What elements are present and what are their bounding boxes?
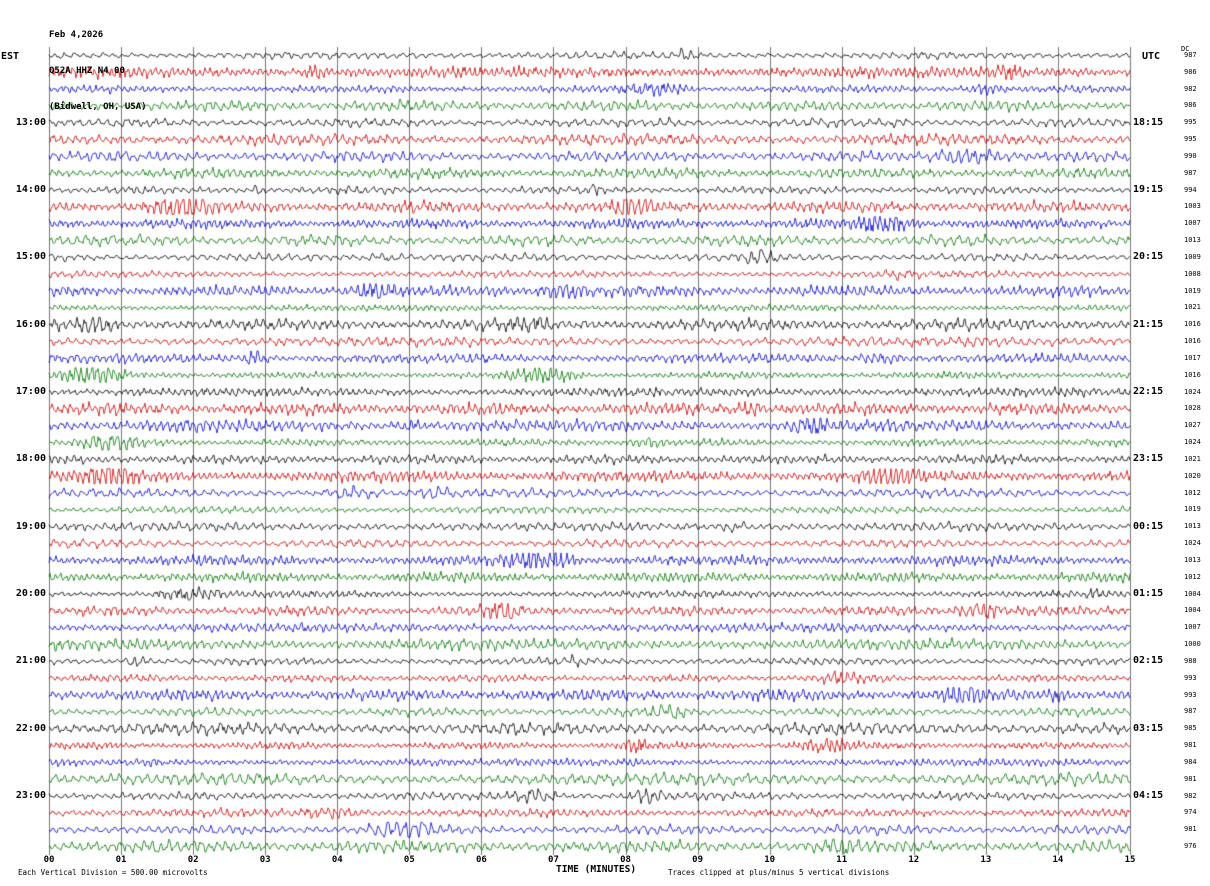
header-date: Feb 4,2026 bbox=[49, 30, 104, 40]
minute-tick-label: 01 bbox=[115, 855, 127, 865]
dc-offset-value: 1028 bbox=[1184, 404, 1201, 413]
dc-offset-value: 1021 bbox=[1184, 303, 1201, 312]
dc-offset-value: 986 bbox=[1184, 101, 1197, 110]
header-station-id: Q52A HHZ N4 00 bbox=[49, 66, 125, 76]
x-axis-title: TIME (MINUTES) bbox=[556, 864, 637, 875]
dc-offset-value: 1012 bbox=[1184, 488, 1201, 497]
minute-tick-label: 06 bbox=[475, 855, 487, 865]
dc-offset-value: 994 bbox=[1184, 185, 1197, 194]
dc-offset-value: 981 bbox=[1184, 741, 1197, 750]
minute-tick-label: 14 bbox=[1052, 855, 1064, 865]
right-timezone-label: UTC bbox=[1142, 51, 1161, 62]
right-hour-label: 02:15 bbox=[1133, 655, 1164, 667]
minute-tick-label: 11 bbox=[836, 855, 848, 865]
right-hour-label: 23:15 bbox=[1133, 453, 1164, 465]
right-hour-label: 21:15 bbox=[1133, 318, 1164, 330]
dc-offset-value: 1004 bbox=[1184, 589, 1201, 598]
minute-tick-label: 04 bbox=[331, 855, 343, 865]
dc-offset-value: 1004 bbox=[1184, 606, 1201, 615]
right-hour-label: 22:15 bbox=[1133, 386, 1164, 398]
dc-offset-value: 1016 bbox=[1184, 370, 1201, 379]
dc-offset-value: 1016 bbox=[1184, 337, 1201, 346]
dc-offset-value: 974 bbox=[1184, 808, 1197, 817]
left-hour-label: 13:00 bbox=[15, 116, 46, 128]
minute-tick-label: 05 bbox=[403, 855, 415, 865]
dc-offset-value: 1021 bbox=[1184, 454, 1201, 463]
dc-offset-value: 1013 bbox=[1184, 555, 1201, 564]
dc-offset-value: 1016 bbox=[1184, 320, 1201, 329]
dc-offset-value: 1008 bbox=[1184, 269, 1201, 278]
dc-offset-value: 982 bbox=[1184, 791, 1197, 800]
dc-offset-value: 993 bbox=[1184, 690, 1197, 699]
minute-tick-label: 10 bbox=[764, 855, 776, 865]
dc-offset-value: 987 bbox=[1184, 168, 1197, 177]
left-hour-label: 17:00 bbox=[15, 386, 46, 398]
left-hour-label: 20:00 bbox=[15, 588, 46, 600]
right-hour-label: 20:15 bbox=[1133, 251, 1164, 263]
right-hour-label: 01:15 bbox=[1133, 588, 1164, 600]
left-hour-label: 19:00 bbox=[15, 520, 46, 532]
dc-offset-value: 987 bbox=[1184, 707, 1197, 716]
dc-offset-value: 1024 bbox=[1184, 387, 1201, 396]
right-hour-label: 00:15 bbox=[1133, 520, 1164, 532]
dc-offset-value: 995 bbox=[1184, 135, 1197, 144]
dc-offset-value: 1007 bbox=[1184, 623, 1201, 632]
left-timezone-label: EST bbox=[1, 51, 20, 62]
minute-tick-label: 00 bbox=[43, 855, 55, 865]
dc-offset-value: 1024 bbox=[1184, 438, 1201, 447]
right-hour-label: 04:15 bbox=[1133, 790, 1164, 802]
left-hour-label: 14:00 bbox=[15, 184, 46, 196]
dc-offset-value: 1003 bbox=[1184, 202, 1201, 211]
dc-offset-value: 985 bbox=[1184, 724, 1197, 733]
dc-offset-value: 990 bbox=[1184, 151, 1197, 160]
footer-scale-note: Each Vertical Division = 500.00 microvol… bbox=[18, 868, 208, 877]
minute-tick-label: 08 bbox=[620, 855, 631, 865]
dc-offset-value: 995 bbox=[1184, 118, 1197, 127]
dc-offset-value: 1012 bbox=[1184, 572, 1201, 581]
footer-clip-note: Traces clipped at plus/minus 5 vertical … bbox=[668, 868, 890, 877]
dc-offset-value: 993 bbox=[1184, 673, 1197, 682]
left-hour-label: 23:00 bbox=[15, 790, 46, 802]
dc-offset-value: 981 bbox=[1184, 774, 1197, 783]
dc-offset-value: 1000 bbox=[1184, 640, 1201, 649]
left-hour-label: 18:00 bbox=[15, 453, 46, 465]
dc-offset-value: 988 bbox=[1184, 656, 1197, 665]
right-hour-label: 18:15 bbox=[1133, 116, 1164, 128]
plot-header: Feb 4,2026 Q52A HHZ N4 00 (Bidwell, OH, … bbox=[49, 5, 147, 137]
dc-offset-value: 1027 bbox=[1184, 421, 1201, 430]
dc-offset-value: 1013 bbox=[1184, 236, 1201, 245]
right-hour-label: 19:15 bbox=[1133, 184, 1164, 196]
dc-offset-value: 987 bbox=[1184, 50, 1197, 59]
dc-offset-value: 1007 bbox=[1184, 219, 1201, 228]
minute-tick-label: 12 bbox=[908, 855, 920, 865]
minute-tick-label: 02 bbox=[187, 855, 199, 865]
dc-offset-value: 1019 bbox=[1184, 505, 1201, 514]
minute-tick-label: 15 bbox=[1124, 855, 1136, 865]
dc-offset-value: 1024 bbox=[1184, 539, 1201, 548]
minute-tick-label: 03 bbox=[259, 855, 271, 865]
left-hour-label: 15:00 bbox=[15, 251, 46, 263]
minute-tick-label: 09 bbox=[692, 855, 704, 865]
right-hour-label: 03:15 bbox=[1133, 722, 1164, 734]
dc-offset-value: 984 bbox=[1184, 757, 1197, 766]
dc-offset-value: 981 bbox=[1184, 825, 1197, 834]
left-hour-label: 16:00 bbox=[15, 318, 46, 330]
dc-column-header: DC bbox=[1181, 45, 1190, 53]
left-hour-label: 21:00 bbox=[15, 655, 46, 667]
dc-offset-value: 1020 bbox=[1184, 471, 1201, 480]
dc-offset-value: 986 bbox=[1184, 67, 1197, 76]
dc-offset-value: 1019 bbox=[1184, 286, 1201, 295]
left-hour-label: 22:00 bbox=[15, 722, 46, 734]
dc-offset-value: 1013 bbox=[1184, 522, 1201, 531]
header-station-location: (Bidwell, OH, USA) bbox=[49, 102, 147, 112]
minute-tick-label: 07 bbox=[548, 855, 559, 865]
dc-offset-value: 976 bbox=[1184, 842, 1197, 851]
dc-offset-value: 1009 bbox=[1184, 252, 1201, 261]
dc-offset-value: 1017 bbox=[1184, 353, 1201, 362]
minute-tick-label: 13 bbox=[980, 855, 992, 865]
dc-offset-value: 982 bbox=[1184, 84, 1197, 93]
